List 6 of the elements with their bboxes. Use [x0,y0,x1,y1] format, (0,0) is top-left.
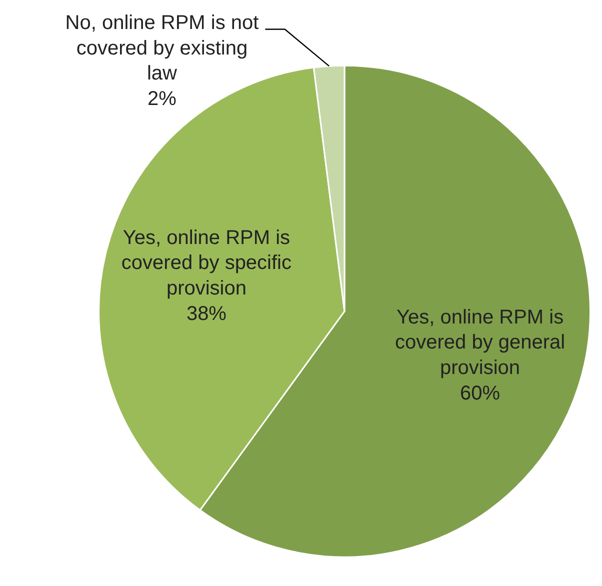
slice-label: No, online RPM is not covered by existing law [65,12,260,85]
slice-label: Yes, online RPM is covered by general provision [394,306,566,379]
data-label: 2% [148,88,177,110]
data-label: 38% [186,302,227,325]
slice-label: Yes, online RPM is covered by specific provision [121,226,292,300]
data-label: 60% [460,382,500,404]
